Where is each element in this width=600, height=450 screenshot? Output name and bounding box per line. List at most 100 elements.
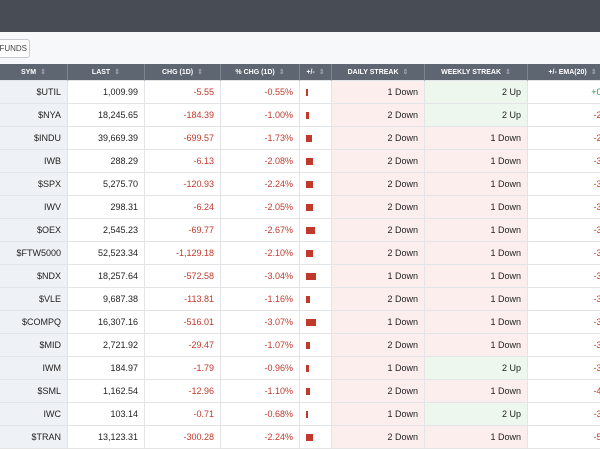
table-cell: 39,669.39 (68, 127, 145, 150)
bar-cell (300, 127, 332, 150)
table-cell: 1 Down (425, 150, 528, 173)
table-cell: -516.01 (145, 311, 221, 334)
table-cell: 1 Down (332, 81, 425, 104)
toolbar: FUNDS (0, 32, 600, 65)
table-cell: 52,523.34 (68, 242, 145, 265)
table-cell: -1.73% (221, 127, 300, 150)
table-cell: -184.39 (145, 104, 221, 127)
table-cell: -3.10 (528, 334, 600, 357)
table-cell: IWV (0, 196, 68, 219)
table-cell: 1 Down (425, 334, 528, 357)
table-cell: -3.02 (528, 173, 600, 196)
table-cell: $VLE (0, 288, 68, 311)
table-cell: 1 Down (332, 357, 425, 380)
change-bar (306, 181, 314, 188)
column-header: CHG (1D) (145, 64, 221, 81)
table-cell: 1 Down (425, 127, 528, 150)
table-cell: -3.04% (221, 265, 300, 288)
table-cell: -2.10% (221, 242, 300, 265)
bar-cell (300, 173, 332, 196)
table-cell: -5.79 (528, 426, 600, 449)
table-cell: 9,687.38 (68, 288, 145, 311)
table-cell: -572.58 (145, 265, 221, 288)
table-cell: 1 Down (425, 173, 528, 196)
change-bar (306, 227, 315, 234)
table-cell: 13,123.31 (68, 426, 145, 449)
table-cell: 18,245.65 (68, 104, 145, 127)
table-cell: -4.38 (528, 380, 600, 403)
change-bar (306, 296, 310, 303)
table-cell: -699.57 (145, 127, 221, 150)
bar-cell (300, 219, 332, 242)
table-cell: $NDX (0, 265, 68, 288)
table-cell: -1.10% (221, 380, 300, 403)
table-cell: 1 Down (425, 265, 528, 288)
table-cell: 2,721.92 (68, 334, 145, 357)
table-cell: 1 Down (425, 288, 528, 311)
table-cell: 298.31 (68, 196, 145, 219)
table-cell: 1,162.54 (68, 380, 145, 403)
table-cell: $OEX (0, 219, 68, 242)
table-cell: 1 Down (332, 265, 425, 288)
table-cell: 2 Up (425, 357, 528, 380)
column-header: DAILY STREAK (332, 64, 425, 81)
table-cell: 1,009.99 (68, 81, 145, 104)
table-cell: IWB (0, 150, 68, 173)
bar-cell (300, 196, 332, 219)
table-cell: $FTW5000 (0, 242, 68, 265)
change-bar (306, 411, 309, 418)
bar-cell (300, 426, 332, 449)
table-cell: -0.96% (221, 357, 300, 380)
bar-cell (300, 311, 332, 334)
table-cell: -3.01 (528, 150, 600, 173)
table-cell: 2 Down (332, 173, 425, 196)
change-bar (306, 434, 314, 441)
table-cell: 1 Down (425, 380, 528, 403)
table-cell: 2 Down (332, 426, 425, 449)
table-cell: 1 Down (425, 242, 528, 265)
table-cell: $NYA (0, 104, 68, 127)
funds-button[interactable]: FUNDS (0, 39, 30, 58)
table-cell: 1 Down (332, 311, 425, 334)
bar-cell (300, 265, 332, 288)
change-bar (306, 365, 310, 372)
bar-cell (300, 380, 332, 403)
table-cell: -1.79 (145, 357, 221, 380)
column-header: +/- (300, 64, 332, 81)
table-cell: 18,257.64 (68, 265, 145, 288)
table-cell: 2 Down (332, 219, 425, 242)
change-bar (306, 319, 317, 326)
table-cell: -29.47 (145, 334, 221, 357)
table-cell: -69.77 (145, 219, 221, 242)
bar-cell (300, 242, 332, 265)
bar-cell (300, 357, 332, 380)
table-cell: 2 Down (332, 150, 425, 173)
table-cell: 2 Down (332, 127, 425, 150)
table-cell: IWM (0, 357, 68, 380)
column-header: SYM (0, 64, 68, 81)
table-cell: 2 Down (332, 288, 425, 311)
table-cell: 1 Down (425, 196, 528, 219)
change-bar (306, 89, 308, 96)
table-cell: -3.08 (528, 242, 600, 265)
table-cell: 5,275.70 (68, 173, 145, 196)
table-cell: -120.93 (145, 173, 221, 196)
table-cell: -2.67% (221, 219, 300, 242)
table-cell: $COMPQ (0, 311, 68, 334)
table-cell: -3.36 (528, 219, 600, 242)
change-bar (306, 250, 313, 257)
table-cell: -3.07% (221, 311, 300, 334)
table-cell: -1.16% (221, 288, 300, 311)
table-cell: -6.24 (145, 196, 221, 219)
table-cell: -3.52 (528, 288, 600, 311)
table-cell: IWC (0, 403, 68, 426)
table-cell: -0.68% (221, 403, 300, 426)
table-cell: -1,129.18 (145, 242, 221, 265)
table-cell: -12.96 (145, 380, 221, 403)
table-cell: 1 Down (332, 403, 425, 426)
table-cell: -5.55 (145, 81, 221, 104)
bar-cell (300, 150, 332, 173)
table-cell: 2 Down (332, 242, 425, 265)
table-cell: 1 Down (425, 311, 528, 334)
